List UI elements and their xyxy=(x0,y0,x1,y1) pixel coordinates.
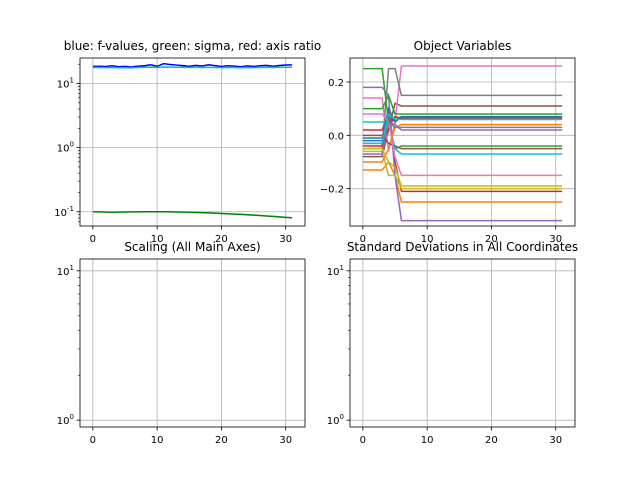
y-tick-label: 10-1 xyxy=(54,205,74,219)
x-tick-label: 10 xyxy=(421,234,434,245)
x-tick-label: 20 xyxy=(215,435,228,446)
series-line-19 xyxy=(362,147,563,187)
series-line-16 xyxy=(362,134,563,150)
series-line-17 xyxy=(362,113,563,177)
x-tick-label: 0 xyxy=(90,234,96,245)
series-line-20 xyxy=(362,112,563,145)
x-tick-label: 0 xyxy=(360,234,366,245)
subplot-1: 0 10 20 30 10-1 100 101 blue: f-values, green: … xyxy=(54,39,321,245)
x-tick-label: 0 xyxy=(90,435,96,446)
y-tick-label: 101 xyxy=(327,264,344,278)
y-tick-label: 101 xyxy=(57,264,74,278)
subplot-2: 0 10 20 30 −0.2 0.0 0.2 Object Variables xyxy=(320,39,576,245)
subplot-title: Scaling (All Main Axes) xyxy=(124,240,260,254)
series-line-9 xyxy=(362,150,563,190)
axes-frame xyxy=(79,57,306,227)
series-line-1 xyxy=(92,62,293,68)
axes-frame xyxy=(349,258,576,428)
y-tick-label: 101 xyxy=(57,77,74,91)
y-tick-label: 0.0 xyxy=(328,131,344,142)
x-tick-label: 20 xyxy=(485,234,498,245)
series-line-3 xyxy=(92,211,293,219)
y-tick-label: 0.2 xyxy=(328,78,344,89)
axes-frame xyxy=(79,258,306,428)
plot-area xyxy=(362,65,563,222)
subplot-title: Standard Deviations in All Coordinates xyxy=(347,240,578,254)
series-line-14 xyxy=(362,115,563,147)
series-line-11 xyxy=(362,106,563,139)
plot-area xyxy=(92,62,293,219)
x-tick-label: 30 xyxy=(549,234,562,245)
x-tick-label: 30 xyxy=(279,435,292,446)
y-tick-label: 100 xyxy=(57,141,74,155)
subplot-title: blue: f-values, green: sigma, red: axis … xyxy=(64,39,321,53)
x-tick-label: 30 xyxy=(549,435,562,446)
y-tick-label: 100 xyxy=(327,413,344,427)
series-line-2 xyxy=(92,66,293,69)
axes-frame xyxy=(349,57,576,227)
x-tick-label: 30 xyxy=(279,234,292,245)
x-tick-label: 20 xyxy=(215,234,228,245)
x-tick-label: 0 xyxy=(360,435,366,446)
x-tick-label: 10 xyxy=(151,435,164,446)
series-line-2 xyxy=(362,160,563,203)
series-line-13 xyxy=(362,93,563,115)
subplot-3: 0 10 20 30 100 101 Scaling (All Main Axes) xyxy=(57,240,306,446)
x-tick-label: 20 xyxy=(485,435,498,446)
series-line-15 xyxy=(362,120,563,155)
x-tick-label: 10 xyxy=(421,435,434,446)
x-tick-label: 10 xyxy=(151,234,164,245)
y-tick-label: 100 xyxy=(57,413,74,427)
y-tick-label: −0.2 xyxy=(320,185,344,196)
subplot-title: Object Variables xyxy=(414,39,512,53)
